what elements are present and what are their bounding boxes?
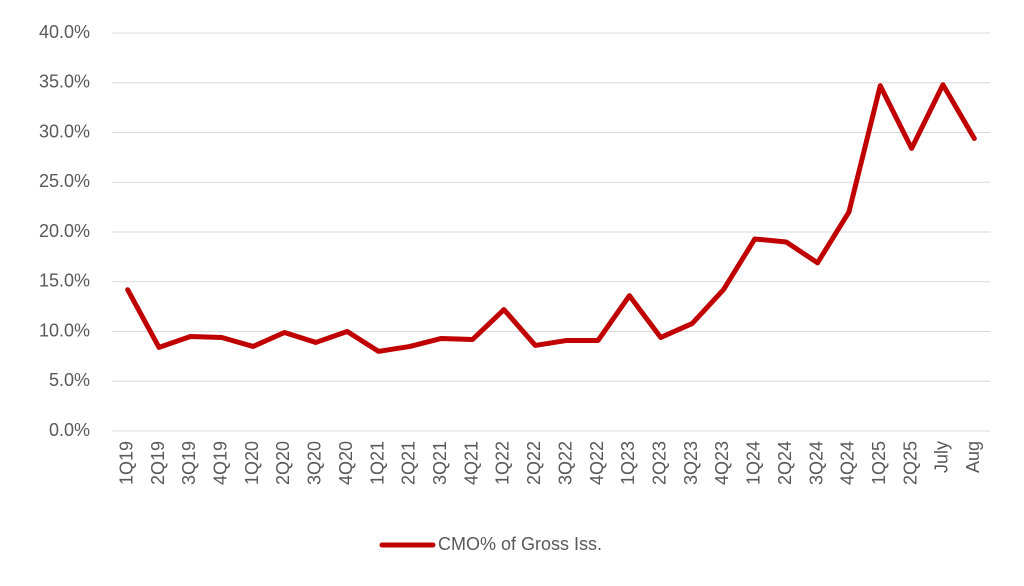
x-tick-label: 3Q20 xyxy=(305,441,325,485)
x-tick-label: 3Q19 xyxy=(179,441,199,485)
y-tick-label: 40.0% xyxy=(39,22,90,42)
x-tick-label: 4Q22 xyxy=(587,441,607,485)
x-tick-label: 4Q23 xyxy=(712,441,732,485)
y-tick-label: 15.0% xyxy=(39,271,90,291)
x-tick-label: 4Q20 xyxy=(336,441,356,485)
x-tick-label: 1Q22 xyxy=(493,441,513,485)
y-tick-label: 20.0% xyxy=(39,221,90,241)
y-tick-label: 30.0% xyxy=(39,121,90,141)
y-tick-label: 5.0% xyxy=(49,370,90,390)
x-tick-label: July xyxy=(932,441,952,473)
x-tick-label: 2Q19 xyxy=(148,441,168,485)
x-tick-label: 3Q23 xyxy=(681,441,701,485)
line-series xyxy=(125,82,977,354)
y-tick-label: 0.0% xyxy=(49,420,90,440)
y-tick-label: 10.0% xyxy=(39,320,90,340)
x-tick-label: 4Q19 xyxy=(211,441,231,485)
x-tick-label: 2Q20 xyxy=(273,441,293,485)
x-tick-label: 1Q20 xyxy=(242,441,262,485)
x-tick-label: 1Q24 xyxy=(744,441,764,485)
x-tick-label: 1Q25 xyxy=(869,441,889,485)
x-tick-label: 2Q24 xyxy=(775,441,795,485)
x-tick-label: 2Q23 xyxy=(650,441,670,485)
y-tick-label: 25.0% xyxy=(39,171,90,191)
x-tick-label: 2Q25 xyxy=(900,441,920,485)
x-tick-label: 2Q21 xyxy=(399,441,419,485)
x-tick-label: 3Q21 xyxy=(430,441,450,485)
y-tick-label: 35.0% xyxy=(39,72,90,92)
legend-label: CMO% of Gross Iss. xyxy=(438,534,602,554)
x-tick-label: 4Q24 xyxy=(838,441,858,485)
x-tick-label: Aug xyxy=(963,441,983,473)
x-tick-label: 1Q23 xyxy=(618,441,638,485)
x-tick-label: 4Q21 xyxy=(461,441,481,485)
x-tick-label: 3Q22 xyxy=(555,441,575,485)
x-tick-label: 1Q21 xyxy=(367,441,387,485)
x-tick-label: 1Q19 xyxy=(116,441,136,485)
x-tick-label: 2Q22 xyxy=(524,441,544,485)
x-tick-label: 3Q24 xyxy=(806,441,826,485)
